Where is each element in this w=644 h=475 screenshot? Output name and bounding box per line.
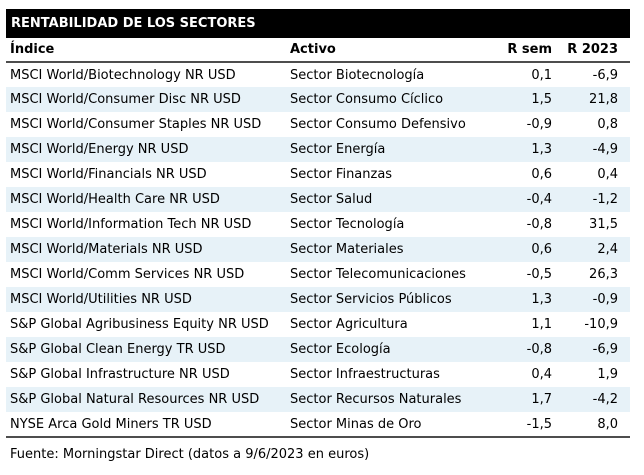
cell-indice: S&P Global Agribusiness Equity NR USD	[10, 317, 269, 332]
cell-indice: NYSE Arca Gold Miners TR USD	[10, 416, 212, 432]
cell-r-2023: 31,5	[589, 217, 618, 232]
cell-indice: MSCI World/Utilities NR USD	[10, 292, 192, 307]
returns-table: Índice Activo R sem R 2023 MSCI World/Bi…	[6, 38, 630, 438]
table-row: MSCI World/Energy NR USD Sector Energía …	[6, 137, 630, 162]
cell-r-sem: 0,6	[531, 167, 552, 182]
cell-activo: Sector Salud	[290, 192, 373, 207]
table-header-row: Índice Activo R sem R 2023	[6, 38, 630, 63]
cell-r-sem: 0,4	[531, 367, 552, 382]
table-row: NYSE Arca Gold Miners TR USD Sector Mina…	[6, 412, 630, 437]
cell-activo: Sector Ecología	[290, 342, 391, 357]
cell-activo: Sector Agricultura	[290, 317, 408, 332]
cell-r-2023: 8,0	[597, 416, 618, 432]
cell-activo: Sector Biotecnología	[290, 67, 425, 83]
cell-indice: MSCI World/Biotechnology NR USD	[10, 67, 236, 83]
cell-activo: Sector Recursos Naturales	[290, 392, 462, 407]
cell-r-sem: 0,6	[531, 242, 552, 257]
sector-returns-table: RENTABILIDAD DE LOS SECTORES Índice Acti…	[6, 9, 630, 462]
cell-r-sem: 1,7	[531, 392, 552, 407]
cell-r-2023: -4,2	[592, 392, 618, 407]
table-row: MSCI World/Health Care NR USD Sector Sal…	[6, 187, 630, 212]
cell-activo: Sector Materiales	[290, 242, 404, 257]
cell-r-sem: -0,8	[526, 342, 552, 357]
cell-r-2023: 0,8	[597, 117, 618, 132]
cell-r-sem: 1,3	[531, 292, 552, 307]
cell-r-2023: -1,2	[592, 192, 618, 207]
cell-indice: MSCI World/Health Care NR USD	[10, 192, 220, 207]
cell-activo: Sector Servicios Públicos	[290, 292, 452, 307]
cell-r-2023: -4,9	[592, 142, 618, 157]
table-row: MSCI World/Information Tech NR USD Secto…	[6, 212, 630, 237]
cell-indice: MSCI World/Materials NR USD	[10, 242, 203, 257]
table-row: MSCI World/Materials NR USD Sector Mater…	[6, 237, 630, 262]
cell-activo: Sector Energía	[290, 142, 386, 157]
column-header-activo: Activo	[290, 38, 470, 63]
cell-r-2023: 2,4	[597, 242, 618, 257]
table-row: S&P Global Clean Energy TR USD Sector Ec…	[6, 337, 630, 362]
cell-r-sem: -0,8	[526, 217, 552, 232]
cell-activo: Sector Consumo Cíclico	[290, 92, 444, 107]
cell-indice: S&P Global Clean Energy TR USD	[10, 342, 226, 357]
cell-indice: MSCI World/Comm Services NR USD	[10, 267, 245, 282]
cell-activo: Sector Finanzas	[290, 167, 393, 182]
cell-r-sem: -0,9	[526, 117, 552, 132]
cell-indice: MSCI World/Consumer Disc NR USD	[10, 92, 241, 107]
cell-r-2023: -6,9	[592, 342, 618, 357]
cell-r-sem: -0,4	[526, 192, 552, 207]
table-row: MSCI World/Consumer Staples NR USD Secto…	[6, 112, 630, 137]
table-row: MSCI World/Biotechnology NR USD Sector B…	[6, 62, 630, 87]
cell-indice: S&P Global Natural Resources NR USD	[10, 392, 260, 407]
cell-r-2023: -6,9	[592, 67, 618, 83]
cell-indice: MSCI World/Energy NR USD	[10, 142, 189, 157]
cell-r-sem: -0,5	[526, 267, 552, 282]
cell-indice: S&P Global Infrastructure NR USD	[10, 367, 230, 382]
source-note: Fuente: Morningstar Direct (datos a 9/6/…	[10, 447, 370, 462]
cell-r-sem: 0,1	[531, 67, 552, 83]
cell-r-sem: 1,1	[531, 317, 552, 332]
table-row: MSCI World/Comm Services NR USD Sector T…	[6, 262, 630, 287]
cell-activo: Sector Consumo Defensivo	[290, 117, 466, 132]
cell-r-2023: -0,9	[592, 292, 618, 307]
cell-activo: Sector Minas de Oro	[290, 416, 422, 432]
cell-r-2023: 0,4	[597, 167, 618, 182]
table-row: MSCI World/Consumer Disc NR USD Sector C…	[6, 87, 630, 112]
table-title-bar: RENTABILIDAD DE LOS SECTORES	[6, 9, 630, 38]
column-header-r-2023: R 2023	[558, 38, 630, 63]
table-row: S&P Global Infrastructure NR USD Sector …	[6, 362, 630, 387]
table-row: MSCI World/Financials NR USD Sector Fina…	[6, 162, 630, 187]
cell-r-sem: 1,5	[531, 92, 552, 107]
cell-indice: MSCI World/Financials NR USD	[10, 167, 207, 182]
table-row: MSCI World/Utilities NR USD Sector Servi…	[6, 287, 630, 312]
cell-activo: Sector Telecomunicaciones	[290, 267, 466, 282]
cell-r-sem: 1,3	[531, 142, 552, 157]
column-header-r-sem: R sem	[470, 38, 558, 63]
cell-indice: MSCI World/Information Tech NR USD	[10, 217, 252, 232]
table-body: MSCI World/Biotechnology NR USD Sector B…	[6, 62, 630, 437]
cell-r-2023: 21,8	[589, 92, 618, 107]
cell-indice: MSCI World/Consumer Staples NR USD	[10, 117, 262, 132]
cell-r-2023: 1,9	[597, 367, 618, 382]
cell-activo: Sector Infraestructuras	[290, 367, 440, 382]
column-header-indice: Índice	[6, 38, 290, 63]
table-row: S&P Global Agribusiness Equity NR USD Se…	[6, 312, 630, 337]
table-title: RENTABILIDAD DE LOS SECTORES	[11, 16, 256, 31]
cell-r-2023: 26,3	[589, 267, 618, 282]
cell-r-2023: -10,9	[584, 317, 618, 332]
cell-activo: Sector Tecnología	[290, 217, 405, 232]
table-row: S&P Global Natural Resources NR USD Sect…	[6, 387, 630, 412]
cell-r-sem: -1,5	[526, 416, 552, 432]
